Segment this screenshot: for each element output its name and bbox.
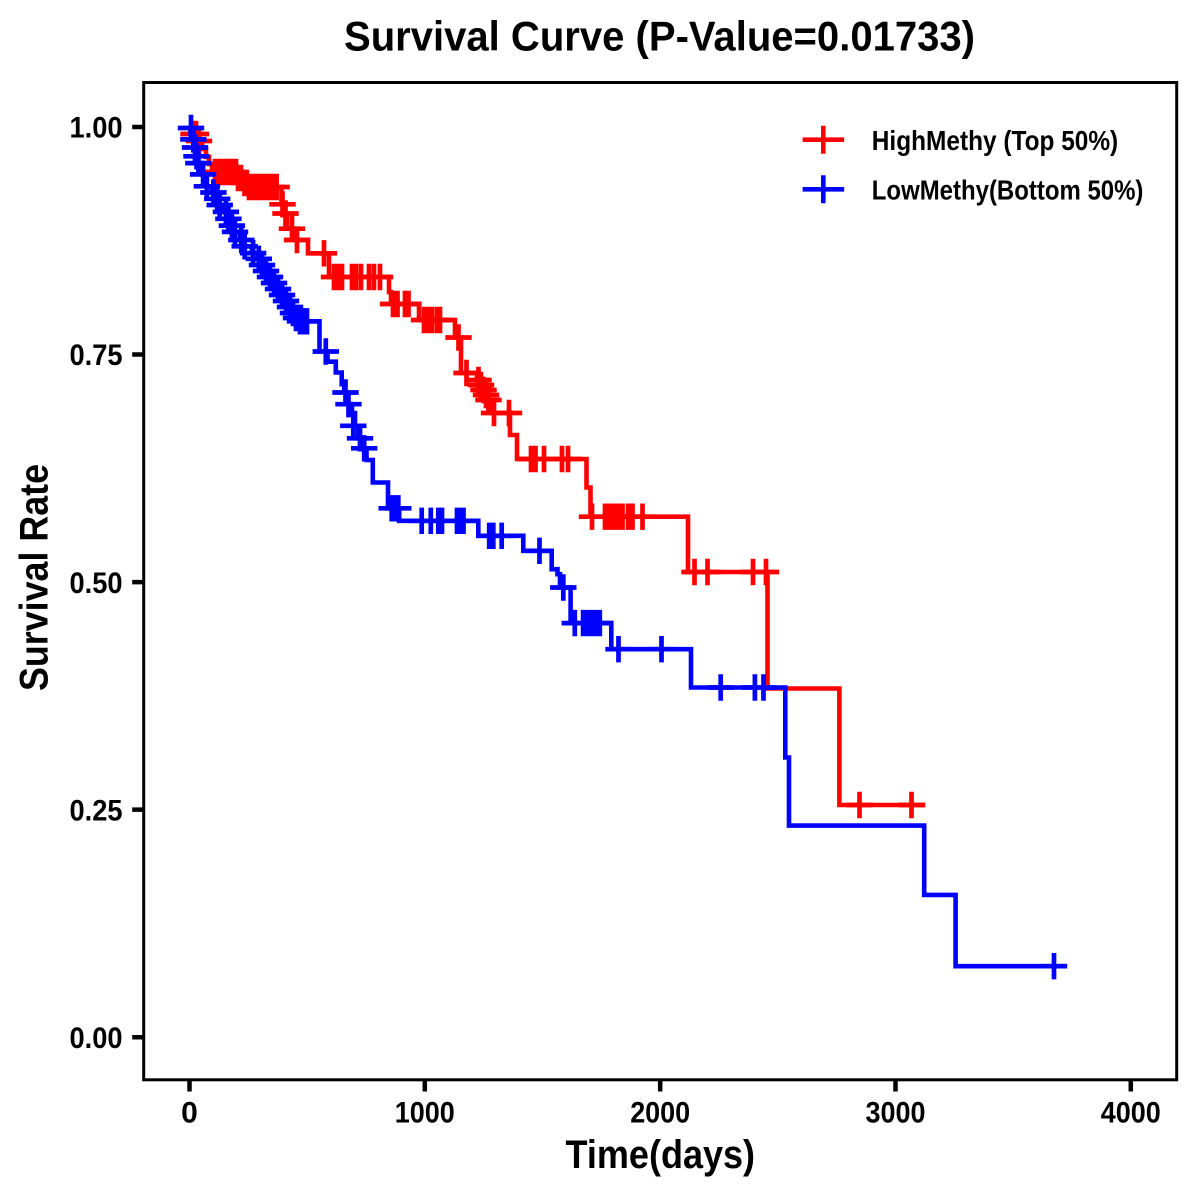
svg-text:HighMethy (Top 50%): HighMethy (Top 50%) <box>872 125 1118 156</box>
svg-text:4000: 4000 <box>1101 1097 1161 1130</box>
svg-text:Survival Rate: Survival Rate <box>13 464 57 691</box>
svg-text:0.75: 0.75 <box>70 339 123 372</box>
svg-text:0.25: 0.25 <box>70 794 123 827</box>
svg-text:2000: 2000 <box>630 1097 690 1130</box>
svg-text:1.00: 1.00 <box>70 112 123 145</box>
svg-text:Time(days): Time(days) <box>566 1133 756 1177</box>
svg-text:0.50: 0.50 <box>70 567 123 600</box>
svg-text:3000: 3000 <box>866 1097 926 1130</box>
svg-text:Survival Curve (P-Value=0.0173: Survival Curve (P-Value=0.01733) <box>344 13 975 60</box>
svg-text:0: 0 <box>181 1097 198 1130</box>
svg-text:1000: 1000 <box>395 1097 455 1130</box>
svg-text:LowMethy(Bottom 50%): LowMethy(Bottom 50%) <box>872 174 1144 205</box>
svg-text:0.00: 0.00 <box>70 1022 123 1055</box>
